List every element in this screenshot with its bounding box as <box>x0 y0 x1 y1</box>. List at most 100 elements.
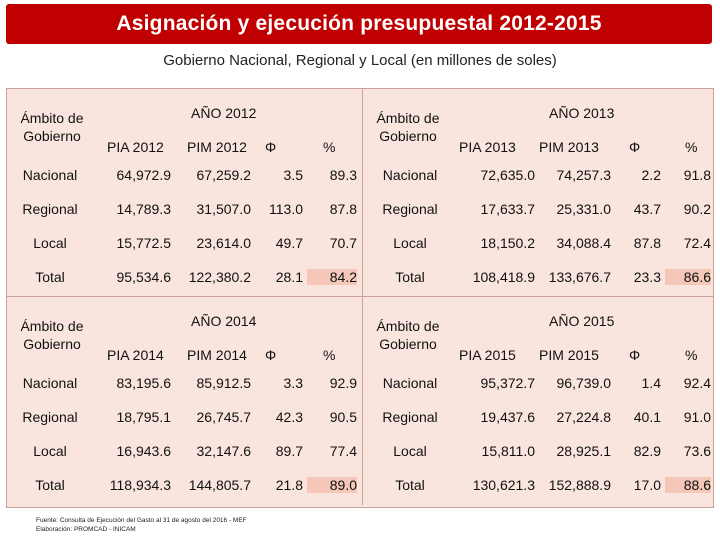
table-row: Regional 18,795.1 26,745.7 42.3 90.5 <box>7 409 362 443</box>
phi-cell: 87.8 <box>633 235 661 251</box>
pim-cell: 25,331.0 <box>556 201 612 217</box>
pia-cell: 17,633.7 <box>480 201 536 217</box>
phi-cell: 89.7 <box>275 443 303 459</box>
title-banner: Asignación y ejecución presupuestal 2012… <box>6 4 712 44</box>
table-row: Local 16,943.6 32,147.6 89.7 77.4 <box>7 443 362 477</box>
column-header: PIA 2012 <box>107 139 164 155</box>
pim-cell: 31,507.0 <box>196 201 252 217</box>
percent-cell: 84.2 <box>307 269 357 285</box>
percent-cell: 70.7 <box>329 235 357 251</box>
pia-cell: 14,789.3 <box>116 201 172 217</box>
phi-cell: 2.2 <box>641 167 661 183</box>
ambito-cell: Local <box>33 443 67 459</box>
ambito-cell: Regional <box>382 409 438 425</box>
table-row: Regional 19,437.6 27,224.8 40.1 91.0 <box>363 409 713 443</box>
column-header: PIM 2014 <box>187 347 247 363</box>
percent-cell: 89.3 <box>329 167 357 183</box>
total-row: Total 95,534.6 122,380.2 28.1 84.2 <box>7 269 362 303</box>
ambito-cell: Regional <box>22 201 78 217</box>
pim-cell: 28,925.1 <box>556 443 612 459</box>
source-note: Fuente: Consulta de Ejecución del Gasto … <box>36 516 247 534</box>
percent-cell: 73.6 <box>683 443 711 459</box>
column-header: % <box>323 139 336 155</box>
table-row: Local 15,811.0 28,925.1 82.9 73.6 <box>363 443 713 477</box>
ambito-cell: Nacional <box>22 167 78 183</box>
column-header: % <box>685 139 698 155</box>
phi-cell: 113.0 <box>269 201 303 217</box>
ambito-header: Ámbito de Gobierno <box>376 110 440 144</box>
ambito-header: Ámbito de Gobierno <box>20 110 84 144</box>
page-title: Asignación y ejecución presupuestal 2012… <box>116 12 602 35</box>
ambito-cell: Local <box>33 235 67 251</box>
year-panel-2013: Ámbito de Gobierno AÑO 2013 PIA 2013 PIM 20… <box>363 89 713 297</box>
pia-cell: 95,534.6 <box>116 269 172 285</box>
table-row: Local 18,150.2 34,088.4 87.8 72.4 <box>363 235 713 269</box>
percent-cell: 77.4 <box>329 443 357 459</box>
table-row: Nacional 72,635.0 74,257.3 2.2 91.8 <box>363 167 713 201</box>
column-header: PIM 2015 <box>539 347 599 363</box>
table-block-2012-2013: Ámbito de Gobierno AÑO 2012 PIA 2012 PIM 20… <box>6 88 714 300</box>
pia-cell: 130,621.3 <box>472 477 535 493</box>
ambito-cell: Nacional <box>382 375 438 391</box>
pim-cell: 122,380.2 <box>188 269 251 285</box>
table-row: Nacional 95,372.7 96,739.0 1.4 92.4 <box>363 375 713 409</box>
pim-cell: 74,257.3 <box>556 167 612 183</box>
pim-cell: 85,912.5 <box>196 375 252 391</box>
table-row: Nacional 83,195.6 85,912.5 3.3 92.9 <box>7 375 362 409</box>
pim-cell: 144,805.7 <box>188 477 251 493</box>
phi-cell: 17.0 <box>633 477 661 493</box>
ambito-cell: Nacional <box>382 167 438 183</box>
phi-cell: 49.7 <box>275 235 303 251</box>
pia-cell: 118,934.3 <box>109 477 171 493</box>
table-block-2014-2015: Ámbito de Gobierno AÑO 2014 PIA 2014 PIM 20… <box>6 296 714 508</box>
pia-cell: 64,972.9 <box>116 167 172 183</box>
credit-line: Elaboración: PROMCAD - INICAM <box>36 526 136 533</box>
pia-cell: 15,811.0 <box>481 443 535 459</box>
percent-cell: 91.8 <box>683 167 711 183</box>
ambito-header: Ámbito de Gobierno <box>20 318 84 352</box>
phi-cell: 3.5 <box>283 167 303 183</box>
page-subtitle: Gobierno Nacional, Regional y Local (en … <box>163 52 557 69</box>
ambito-cell: Total <box>395 269 425 285</box>
column-header: PIM 2013 <box>539 139 599 155</box>
ambito-cell: Total <box>35 477 65 493</box>
total-row: Total 118,934.3 144,805.7 21.8 89.0 <box>7 477 362 511</box>
percent-cell: 92.4 <box>683 375 711 391</box>
column-header: % <box>685 347 698 363</box>
percent-cell: 90.5 <box>329 409 357 425</box>
pim-cell: 133,676.7 <box>548 269 611 285</box>
column-header: PIA 2014 <box>107 347 164 363</box>
pim-cell: 96,739.0 <box>556 375 612 391</box>
ambito-header: Ámbito de Gobierno <box>376 318 440 352</box>
column-header: Φ <box>629 347 641 363</box>
table-row: Nacional 64,972.9 67,259.2 3.5 89.3 <box>7 167 362 201</box>
panel-divider <box>362 89 363 297</box>
phi-cell: 21.8 <box>275 477 303 493</box>
year-panel-2015: Ámbito de Gobierno AÑO 2015 PIA 2015 PIM 20… <box>363 297 713 505</box>
phi-cell: 1.4 <box>641 375 661 391</box>
pia-cell: 19,437.6 <box>480 409 536 425</box>
table-row: Regional 17,633.7 25,331.0 43.7 90.2 <box>363 201 713 235</box>
pim-cell: 152,888.9 <box>548 477 611 493</box>
column-header: PIM 2012 <box>187 139 247 155</box>
column-header: Φ <box>629 139 641 155</box>
table-row: Regional 14,789.3 31,507.0 113.0 87.8 <box>7 201 362 235</box>
column-header: PIA 2015 <box>459 347 516 363</box>
pia-cell: 16,943.6 <box>116 443 172 459</box>
column-header: PIA 2013 <box>459 139 516 155</box>
phi-cell: 40.1 <box>633 409 661 425</box>
panel-divider <box>362 297 363 505</box>
percent-cell: 91.0 <box>683 409 711 425</box>
phi-cell: 82.9 <box>633 443 661 459</box>
year-panel-2012: Ámbito de Gobierno AÑO 2012 PIA 2012 PIM 20… <box>7 89 362 297</box>
ambito-cell: Regional <box>22 409 78 425</box>
year-header: AÑO 2015 <box>549 313 615 329</box>
ambito-cell: Total <box>395 477 425 493</box>
year-header: AÑO 2014 <box>191 313 257 329</box>
ambito-cell: Regional <box>382 201 438 217</box>
ambito-cell: Local <box>393 235 427 251</box>
phi-cell: 42.3 <box>275 409 303 425</box>
phi-cell: 3.3 <box>283 375 303 391</box>
column-header: Φ <box>265 347 277 363</box>
pim-cell: 26,745.7 <box>196 409 252 425</box>
